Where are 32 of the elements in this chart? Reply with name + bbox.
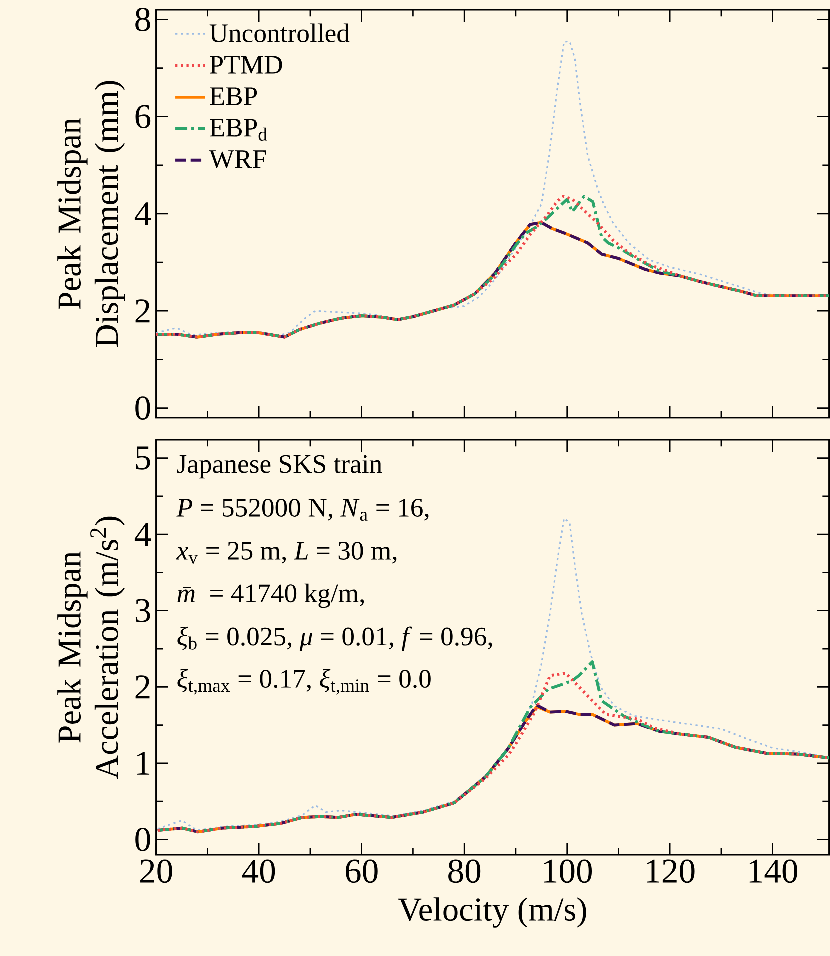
annotation: Japanese SKS train [177, 455, 382, 479]
x-tick-label: 120 [646, 860, 695, 884]
x-axis-title: Velocity (m/s) [398, 898, 586, 928]
y-tick-label: 5 [136, 446, 150, 470]
y-tick-label: 3 [136, 599, 150, 623]
y-tick-label: 6 [136, 105, 150, 128]
y-axis-title: Peak Midspan Acceleration (m/s$^{2}$) [57, 516, 125, 780]
y-tick-label: 2 [136, 300, 150, 323]
annotation: P = 552000 N, N$_{a}$ = 16, [176, 498, 429, 522]
x-tick-label: 80 [448, 860, 480, 884]
legend-label: Uncontrolled [210, 24, 350, 43]
x-tick-label: 60 [346, 860, 378, 884]
legend-label: WRF [209, 150, 266, 169]
y-tick-label: 4 [134, 523, 151, 546]
annotation: ξ$_{b}$ = 0.025, μ = 0.01, f = 0.96, [178, 626, 492, 652]
x-tick-label: 20 [140, 860, 172, 884]
y-tick-label: 0 [135, 396, 150, 420]
annotation: m̄ = 41740 kg/m, [178, 584, 364, 608]
y-tick-label: 1 [137, 752, 150, 775]
annotation: ξ$_{t,max}$ = 0.17, ξ$_{t,min}$ = 0.0 [178, 669, 431, 695]
legend-label: EBP [210, 88, 257, 106]
x-tick-label: 100 [544, 860, 592, 884]
y-tick-label: 8 [135, 8, 150, 32]
y-tick-label: 4 [134, 202, 151, 226]
annotation: x$_{v}$ = 25 m, L = 30 m, [176, 542, 396, 564]
legend-label: PTMD [210, 56, 282, 74]
y-axis-title: Peak Midspan Displacement (mm) [57, 81, 125, 348]
x-tick-label: 40 [242, 860, 275, 884]
y-tick-label: 0 [135, 828, 150, 852]
legend-label: EBP$_{d}$ [210, 119, 268, 141]
x-tick-label: 140 [750, 860, 798, 884]
y-tick-label: 2 [136, 676, 150, 699]
